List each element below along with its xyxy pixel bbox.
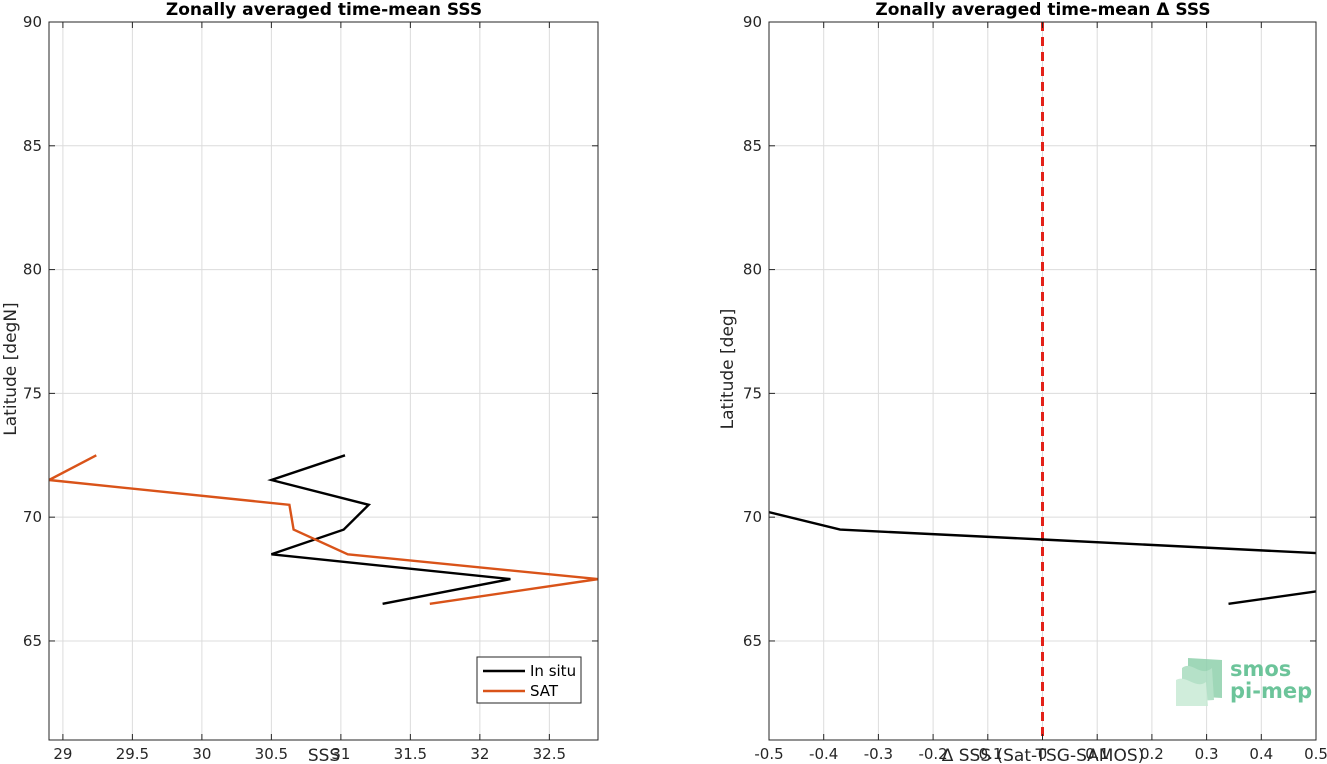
legend-box [476,656,582,704]
left-chart-xtick-label: 29 [53,745,72,763]
left-chart-series-sat [49,454,598,605]
right-chart: -0.5 -0.4 -0.3 -0.2 -0.1 0 0.1 0.2 0.3 0.4 0.5 65 70… [743,13,1327,763]
right-chart-xlabel: Δ SSS (Sat-TSG-SAMOS) [942,746,1145,764]
legend-label-in-situ: In situ [530,662,576,680]
left-chart-xlabel: SSS [308,746,340,764]
legend-label-sat: SAT [530,682,559,700]
left-chart-xtick-label: 31.5 [394,745,427,763]
left-chart-xtick-label: 31 [331,745,350,763]
logo-text-smos: smos [1230,657,1291,681]
right-chart-xtick-label: 0.2 [1140,745,1164,763]
right-chart-xtick-label: 0 [1038,745,1048,763]
smos-wave-icon [1176,658,1222,706]
right-chart-ytick-label: 65 [743,632,762,650]
left-chart: 29 29.5 30 30.5 31 31.5 32 32.5 65 70 75 80 85 90 [23,13,599,763]
left-chart-ytick-label: 85 [23,137,42,155]
right-chart-ytick-label: 75 [743,384,762,402]
right-chart-xtick-label: 0.4 [1249,745,1273,763]
right-chart-series-segment-1 [769,511,1316,555]
right-chart-xtick-label: 0.1 [1085,745,1109,763]
left-chart-xtick-label: 32.5 [533,745,566,763]
left-chart-title: Zonally averaged time-mean SSS [166,0,482,20]
legend: In situ SAT [476,656,582,704]
right-chart-title: Zonally averaged time-mean Δ SSS [875,0,1210,20]
left-chart-ytick-label: 90 [23,13,42,31]
left-chart-ytick-label: 70 [23,508,42,526]
smos-pimep-logo: smos pi-mep [1176,657,1312,706]
logo-text-pimep: pi-mep [1230,679,1312,703]
right-chart-xtick-label: -0.4 [809,745,838,763]
right-chart-ytick-label: 80 [743,261,762,279]
left-chart-ytick-label: 80 [23,261,42,279]
right-chart-series-segment-0 [1228,590,1316,605]
left-chart-xtick-label: 30 [192,745,211,763]
right-chart-xtick-label: 0.5 [1304,745,1327,763]
right-chart-xtick-label: -0.1 [973,745,1002,763]
left-chart-axes-box [48,21,599,741]
left-chart-xtick-label: 29.5 [116,745,149,763]
right-chart-xtick-label: 0.3 [1195,745,1219,763]
left-chart-ytick-label: 65 [23,632,42,650]
left-chart-series-in-situ [267,454,511,605]
right-chart-xtick-label: -0.3 [864,745,893,763]
left-chart-ylabel: Latitude [degN] [1,302,21,435]
right-chart-ytick-label: 90 [743,13,762,31]
right-chart-xtick-label: -0.5 [754,745,783,763]
left-chart-xtick-label: 30.5 [255,745,288,763]
left-chart-ytick-label: 75 [23,384,42,402]
left-chart-xtick-label: 32 [470,745,489,763]
right-chart-ylabel: Latitude [deg] [718,309,738,430]
right-chart-xtick-label: -0.2 [918,745,947,763]
right-chart-ytick-label: 85 [743,137,762,155]
left-chart-plot-area [49,22,598,740]
right-chart-ytick-label: 70 [743,508,762,526]
